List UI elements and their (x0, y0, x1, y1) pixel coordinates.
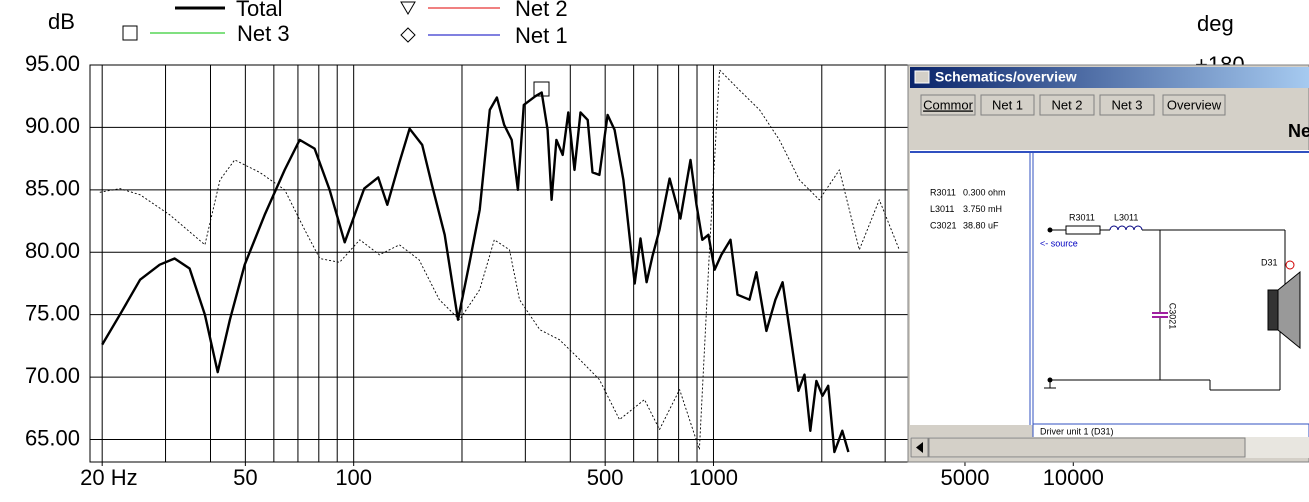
legend-marker (122, 25, 138, 41)
x-tick-label: 10000 (1043, 465, 1104, 490)
legend-label: Net 3 (237, 21, 290, 46)
tab-button[interactable] (920, 94, 976, 116)
component-ref: R3011 (930, 187, 956, 197)
tab-label: Net 1 (992, 97, 1023, 112)
tab-label: Net 2 (1051, 97, 1082, 112)
schematic (1044, 225, 1301, 391)
header-partial: Ne (1288, 121, 1309, 141)
scroll-thumb[interactable] (928, 437, 1246, 458)
tab-button[interactable] (980, 94, 1035, 116)
y-axis-label: dB (48, 9, 75, 34)
node (1047, 227, 1053, 233)
legend-label: Total (236, 0, 282, 21)
component-value: 38.80 uF (963, 220, 999, 230)
y-tick-label: 75.00 (25, 300, 80, 325)
source-label: <- source (1040, 238, 1078, 248)
series-line (99, 69, 900, 450)
x-tick-label: 500 (587, 465, 624, 490)
component-value: 0.300 ohm (963, 187, 1006, 197)
y-tick-label: 95.00 (25, 51, 80, 76)
y-tick-label: 70.00 (25, 363, 80, 388)
component-value: 3.750 mH (963, 204, 1002, 214)
component-ref: C3021 (930, 220, 957, 230)
x-tick-label: 1000 (689, 465, 738, 490)
y-tick-label: 80.00 (25, 238, 80, 263)
node (1047, 377, 1053, 383)
marker (533, 81, 550, 97)
inductor-label: L3011 (1114, 212, 1138, 222)
window-title: Schematics/overview (935, 69, 1077, 85)
legend-label: Net 2 (515, 0, 568, 21)
canvas (910, 150, 1309, 425)
series-line (101, 91, 850, 454)
schematics-window: Schematics/overview Ne R3011 0.300 ohm L30… (907, 64, 1309, 463)
tab-button[interactable] (1099, 94, 1155, 116)
y-tick-label: 65.00 (25, 425, 80, 450)
y-tick-label: 90.00 (25, 113, 80, 138)
status-text: Driver unit 1 (D31) (1040, 426, 1114, 436)
y2-axis-label: deg (1197, 11, 1234, 36)
y-tick-label: 85.00 (25, 176, 80, 201)
x-tick-label: 50 (233, 465, 257, 490)
resistor-label: R3011 (1069, 212, 1095, 222)
x-tick-label: 20 Hz (80, 465, 137, 490)
tab-label: Overview (1167, 97, 1222, 112)
tab-label: Net 3 (1111, 97, 1142, 112)
legend-marker (400, 27, 416, 43)
title-bar (910, 67, 1309, 88)
tab-label: Commor (923, 97, 974, 112)
x-tick-label: 100 (335, 465, 372, 490)
legend-label: Net 1 (515, 23, 568, 48)
tab-button[interactable] (1162, 94, 1226, 116)
legend-marker (400, 1, 416, 15)
component-ref: L3011 (930, 204, 954, 214)
window-icon (914, 70, 930, 84)
arrow-icon (916, 442, 923, 453)
driver-label: D31 (1261, 257, 1278, 267)
tab-button[interactable] (1039, 94, 1095, 116)
capacitor-label: C3021 (1168, 303, 1178, 330)
x-tick-label: 5000 (940, 465, 989, 490)
